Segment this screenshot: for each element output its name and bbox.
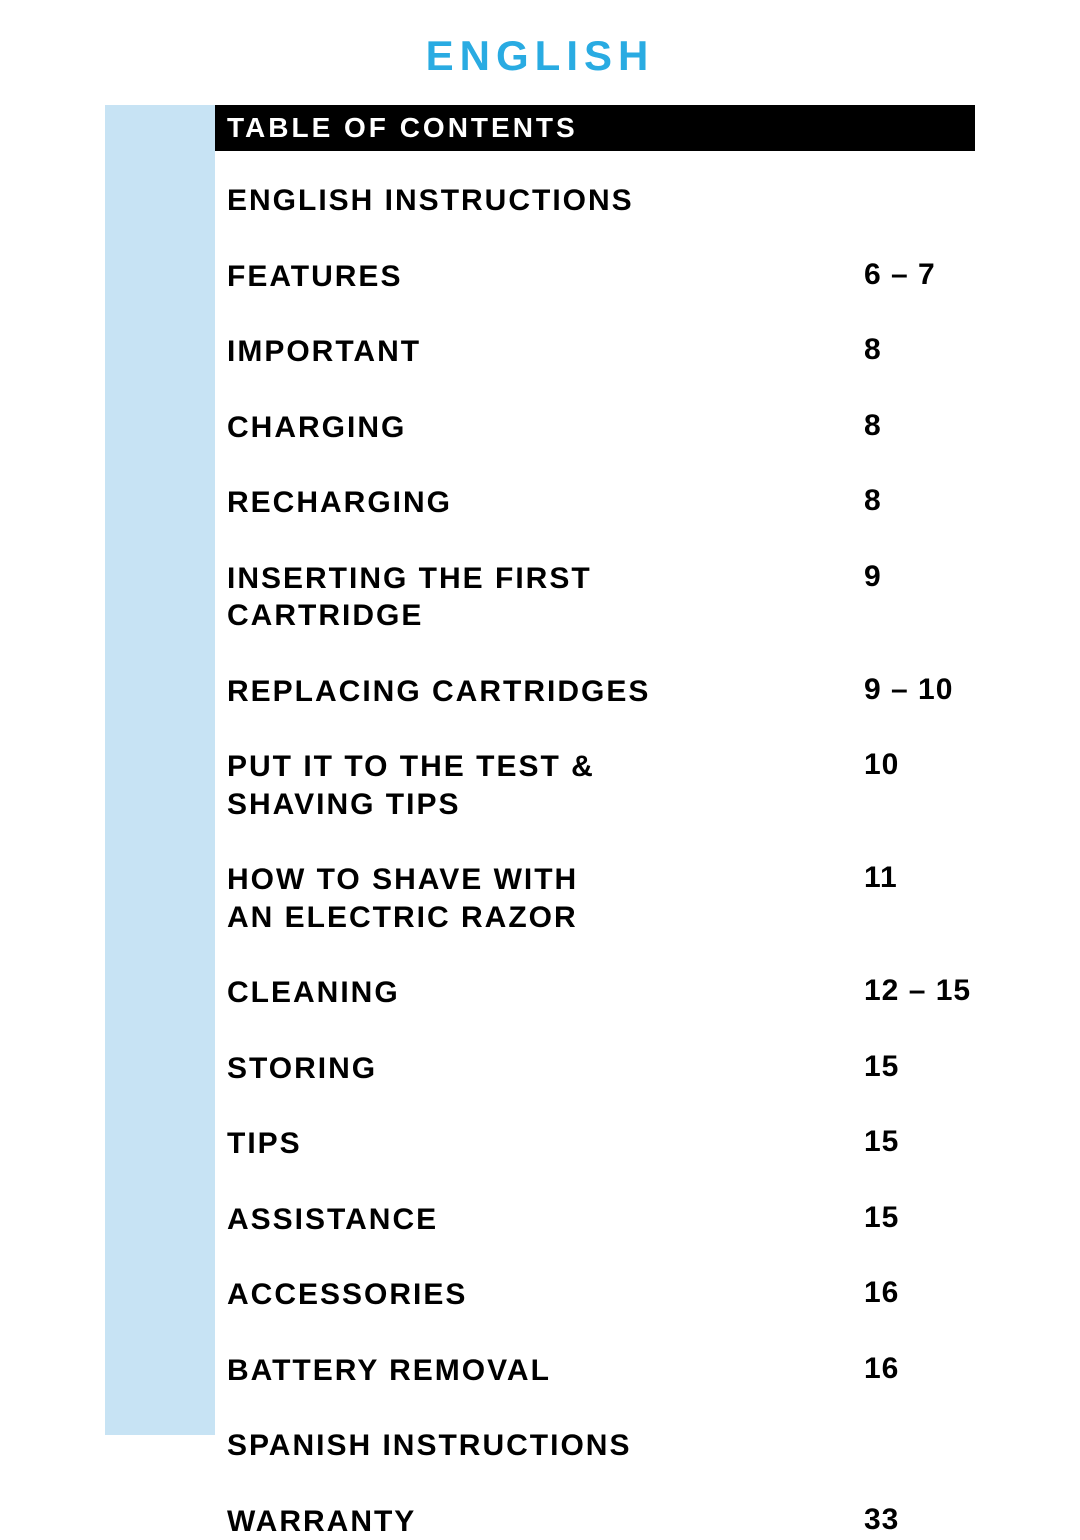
toc-row: ASSISTANCE 15	[227, 1201, 972, 1239]
toc-header-bar: TABLE OF CONTENTS	[215, 105, 975, 151]
toc-label: HOW TO SHAVE WITHAN ELECTRIC RAZOR	[227, 861, 578, 936]
toc-body: ENGLISH INSTRUCTIONS FEATURES 6 – 7 IMPORTA…	[227, 160, 972, 1540]
toc-row: HOW TO SHAVE WITHAN ELECTRIC RAZOR 11	[227, 861, 972, 936]
toc-row: PUT IT TO THE TEST &SHAVING TIPS 10	[227, 748, 972, 823]
toc-page: 15	[852, 1125, 972, 1159]
toc-row: ENGLISH INSTRUCTIONS	[227, 182, 972, 220]
toc-row: REPLACING CARTRIDGES 9 – 10	[227, 673, 972, 711]
toc-row: ACCESSORIES 16	[227, 1276, 972, 1314]
toc-row: TIPS 15	[227, 1125, 972, 1163]
toc-label: TIPS	[227, 1125, 302, 1163]
toc-row: CLEANING 12 – 15	[227, 974, 972, 1012]
sidebar-accent	[105, 105, 215, 1435]
toc-label: INSERTING THE FIRST CARTRIDGE	[227, 560, 787, 635]
toc-row: IMPORTANT 8	[227, 333, 972, 371]
toc-row: WARRANTY 33	[227, 1503, 972, 1540]
toc-row: SPANISH INSTRUCTIONS	[227, 1427, 972, 1465]
toc-row: RECHARGING 8	[227, 484, 972, 522]
toc-page: 6 – 7	[852, 258, 972, 292]
toc-label: WARRANTY	[227, 1503, 416, 1540]
toc-page: 15	[852, 1050, 972, 1084]
toc-page: 8	[852, 409, 972, 443]
toc-row: INSERTING THE FIRST CARTRIDGE 9	[227, 560, 972, 635]
toc-row: STORING 15	[227, 1050, 972, 1088]
toc-header-text: TABLE OF CONTENTS	[227, 112, 578, 144]
toc-label: RECHARGING	[227, 484, 452, 522]
toc-page: 9 – 10	[852, 673, 972, 707]
toc-label: ACCESSORIES	[227, 1276, 467, 1314]
toc-row: FEATURES 6 – 7	[227, 258, 972, 296]
toc-label: CLEANING	[227, 974, 400, 1012]
toc-label: FEATURES	[227, 258, 402, 296]
toc-label: IMPORTANT	[227, 333, 421, 371]
page: ENGLISH TABLE OF CONTENTS ENGLISH INSTRU…	[0, 0, 1080, 1523]
toc-row: CHARGING 8	[227, 409, 972, 447]
toc-page: 9	[852, 560, 972, 594]
toc-page: 15	[852, 1201, 972, 1235]
toc-page: 16	[852, 1276, 972, 1310]
toc-page: 33	[852, 1503, 972, 1537]
toc-label: CHARGING	[227, 409, 406, 447]
toc-label: STORING	[227, 1050, 377, 1088]
toc-page: 11	[852, 861, 972, 895]
language-header: ENGLISH	[0, 32, 1080, 80]
toc-label: ENGLISH INSTRUCTIONS	[227, 182, 634, 220]
toc-label: PUT IT TO THE TEST &SHAVING TIPS	[227, 748, 595, 823]
toc-page: 8	[852, 484, 972, 518]
toc-label: SPANISH INSTRUCTIONS	[227, 1427, 631, 1465]
toc-page: 8	[852, 333, 972, 367]
toc-page: 12 – 15	[852, 974, 972, 1008]
toc-page: 16	[852, 1352, 972, 1386]
toc-page: 10	[852, 748, 972, 782]
toc-row: BATTERY REMOVAL 16	[227, 1352, 972, 1390]
toc-label: BATTERY REMOVAL	[227, 1352, 551, 1390]
toc-label: REPLACING CARTRIDGES	[227, 673, 650, 711]
toc-label: ASSISTANCE	[227, 1201, 438, 1239]
